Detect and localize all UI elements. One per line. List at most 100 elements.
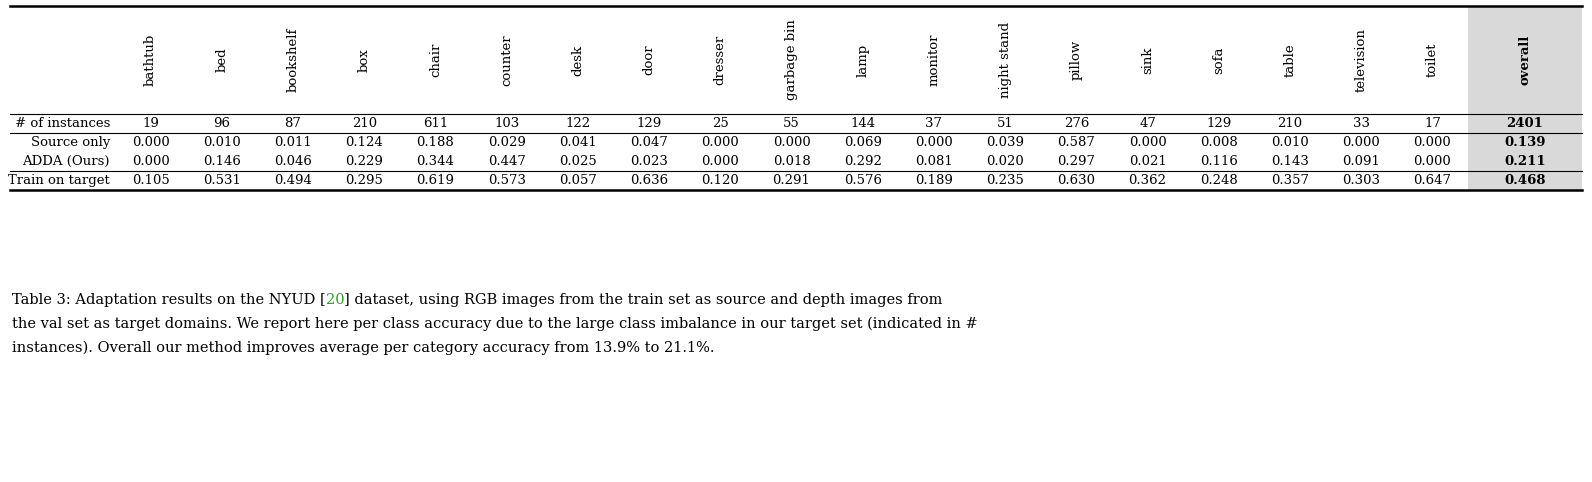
Text: 0.000: 0.000 [1129, 136, 1167, 149]
Text: 0.021: 0.021 [1129, 155, 1167, 168]
Text: 0.297: 0.297 [1057, 155, 1095, 168]
Text: pillow: pillow [1070, 40, 1083, 80]
Text: 210: 210 [352, 117, 377, 130]
Text: 47: 47 [1140, 117, 1156, 130]
Text: lamp: lamp [856, 43, 869, 77]
Text: 129: 129 [637, 117, 662, 130]
Text: 0.010: 0.010 [1270, 136, 1309, 149]
Text: 0.018: 0.018 [772, 155, 810, 168]
Text: counter: counter [500, 34, 513, 86]
Text: 20: 20 [326, 293, 344, 307]
Text: 25: 25 [712, 117, 729, 130]
Text: 0.000: 0.000 [772, 136, 810, 149]
Text: 0.248: 0.248 [1200, 174, 1237, 187]
Text: bathtub: bathtub [145, 34, 158, 86]
Text: 0.587: 0.587 [1057, 136, 1095, 149]
Text: 51: 51 [997, 117, 1014, 130]
Text: 0.189: 0.189 [915, 174, 954, 187]
Text: 0.362: 0.362 [1129, 174, 1167, 187]
Text: 0.139: 0.139 [1504, 136, 1546, 149]
Text: 0.235: 0.235 [985, 174, 1024, 187]
Text: ] dataset, using RGB images from the train set as source and depth images from: ] dataset, using RGB images from the tra… [344, 293, 942, 307]
Text: 0.447: 0.447 [487, 155, 525, 168]
Text: 0.116: 0.116 [1200, 155, 1237, 168]
Text: 33: 33 [1353, 117, 1369, 130]
Text: 55: 55 [783, 117, 799, 130]
Text: 0.010: 0.010 [202, 136, 240, 149]
Text: 144: 144 [850, 117, 876, 130]
Text: 0.041: 0.041 [559, 136, 597, 149]
Text: 0.047: 0.047 [630, 136, 669, 149]
Text: 0.211: 0.211 [1504, 155, 1546, 168]
Text: 0.025: 0.025 [559, 155, 597, 168]
Text: 0.008: 0.008 [1200, 136, 1237, 149]
Text: television: television [1355, 28, 1368, 92]
Text: 0.000: 0.000 [132, 155, 169, 168]
Text: 0.000: 0.000 [915, 136, 954, 149]
Text: toilet: toilet [1426, 43, 1439, 77]
Text: night stand: night stand [998, 22, 1011, 98]
Text: 37: 37 [925, 117, 942, 130]
Text: 2401: 2401 [1506, 117, 1544, 130]
Text: 0.576: 0.576 [844, 174, 882, 187]
Text: 0.636: 0.636 [630, 174, 669, 187]
Text: 0.020: 0.020 [987, 155, 1024, 168]
Text: 0.303: 0.303 [1342, 174, 1380, 187]
Text: 0.143: 0.143 [1270, 155, 1309, 168]
Text: 0.000: 0.000 [702, 136, 739, 149]
Text: 0.057: 0.057 [559, 174, 597, 187]
Text: 0.000: 0.000 [702, 155, 739, 168]
Text: 0.000: 0.000 [1342, 136, 1380, 149]
Text: Train on target: Train on target [8, 174, 110, 187]
Text: sofa: sofa [1213, 46, 1226, 74]
Text: bed: bed [215, 48, 228, 72]
Text: 0.091: 0.091 [1342, 155, 1380, 168]
Text: 0.069: 0.069 [844, 136, 882, 149]
Text: Table 3: Adaptation results on the NYUD [: Table 3: Adaptation results on the NYUD … [13, 293, 326, 307]
Text: 96: 96 [213, 117, 231, 130]
Text: the val set as target domains. We report here per class accuracy due to the larg: the val set as target domains. We report… [13, 317, 977, 331]
Text: 17: 17 [1423, 117, 1441, 130]
Text: 0.494: 0.494 [274, 174, 312, 187]
Text: 103: 103 [494, 117, 519, 130]
Text: 0.011: 0.011 [274, 136, 312, 149]
Text: 0.146: 0.146 [202, 155, 240, 168]
Text: chair: chair [428, 43, 443, 77]
Text: overall: overall [1519, 35, 1532, 85]
Text: bookshelf: bookshelf [287, 28, 299, 92]
Text: monitor: monitor [928, 34, 941, 86]
Text: dresser: dresser [713, 35, 728, 85]
Text: 0.029: 0.029 [487, 136, 525, 149]
Text: 0.531: 0.531 [202, 174, 240, 187]
Text: 87: 87 [285, 117, 301, 130]
Text: 0.573: 0.573 [487, 174, 525, 187]
Text: 0.023: 0.023 [630, 155, 669, 168]
Text: 122: 122 [565, 117, 591, 130]
Text: 0.000: 0.000 [1414, 155, 1452, 168]
Text: 0.295: 0.295 [345, 174, 384, 187]
Text: 0.630: 0.630 [1057, 174, 1095, 187]
Text: 19: 19 [142, 117, 159, 130]
Text: 0.229: 0.229 [345, 155, 384, 168]
Text: 129: 129 [1207, 117, 1232, 130]
Text: 0.344: 0.344 [417, 155, 454, 168]
Text: ADDA (Ours): ADDA (Ours) [22, 155, 110, 168]
Text: 611: 611 [423, 117, 447, 130]
Text: 0.357: 0.357 [1270, 174, 1309, 187]
Text: 0.647: 0.647 [1414, 174, 1452, 187]
Text: 0.046: 0.046 [274, 155, 312, 168]
Text: 0.105: 0.105 [132, 174, 169, 187]
Text: door: door [643, 45, 656, 75]
Text: # of instances: # of instances [14, 117, 110, 130]
Text: instances). Overall our method improves average per category accuracy from 13.9%: instances). Overall our method improves … [13, 341, 715, 355]
Text: sink: sink [1141, 46, 1154, 74]
Text: 0.292: 0.292 [844, 155, 882, 168]
Text: 0.291: 0.291 [772, 174, 810, 187]
Text: 0.000: 0.000 [1414, 136, 1452, 149]
Text: 276: 276 [1063, 117, 1089, 130]
Text: 0.120: 0.120 [702, 174, 739, 187]
Text: 210: 210 [1277, 117, 1302, 130]
Text: table: table [1283, 43, 1296, 77]
Bar [1468, 6, 1582, 190]
Text: desk: desk [572, 44, 584, 76]
